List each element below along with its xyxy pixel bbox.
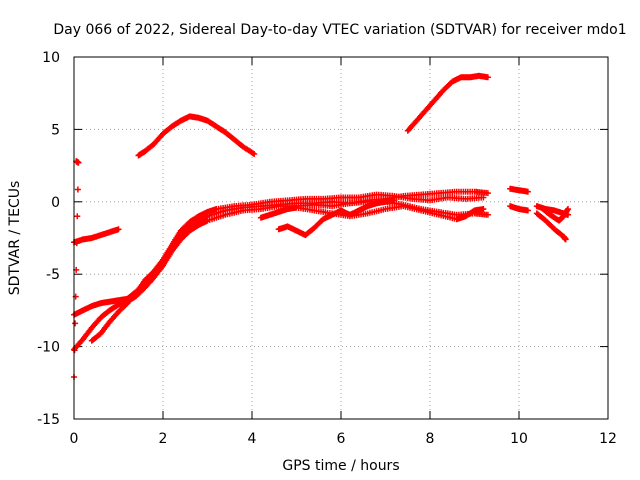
data-point <box>484 211 491 218</box>
data-point <box>73 240 80 247</box>
data-point <box>74 186 81 193</box>
y-tick-label: -15 <box>37 412 60 428</box>
chart-title: Day 066 of 2022, Sidereal Day-to-day VTE… <box>53 22 626 38</box>
data-point <box>524 207 531 214</box>
x-tick-label: 0 <box>70 431 79 447</box>
x-tick-label: 4 <box>248 431 257 447</box>
grid <box>74 57 608 419</box>
data-point <box>484 74 491 81</box>
x-tick-label: 2 <box>159 431 168 447</box>
data-point <box>75 159 82 166</box>
series-arc-a <box>135 113 258 159</box>
series-late-5 <box>538 204 571 224</box>
x-tick-label: 10 <box>510 431 528 447</box>
y-tick-label: -5 <box>46 267 60 283</box>
axis-tick-labels: 0 2 4 6 8 10 12 -15 -10 -5 0 5 10 <box>37 50 617 447</box>
data-point <box>480 194 487 201</box>
y-tick-label: 10 <box>42 50 60 66</box>
series-late-4 <box>533 210 569 243</box>
data-point <box>524 188 531 195</box>
series-late-2 <box>507 203 531 214</box>
data-point <box>251 151 258 157</box>
x-tick-label: 6 <box>337 431 346 447</box>
x-tick-label: 12 <box>599 431 617 447</box>
x-axis-label: GPS time / hours <box>282 458 399 474</box>
data-point <box>115 226 122 233</box>
y-tick-label: 0 <box>51 195 60 211</box>
y-tick-label: 5 <box>51 122 60 138</box>
series-early-upper <box>71 226 122 246</box>
data-point <box>484 190 491 197</box>
data-point <box>74 213 81 220</box>
data-points <box>71 72 571 380</box>
x-tick-label: 8 <box>426 431 435 447</box>
data-point <box>565 206 571 212</box>
y-axis-label: SDTVAR / TECUs <box>7 181 23 296</box>
data-point <box>562 236 569 243</box>
data-point <box>72 320 79 327</box>
series-lower-mid <box>257 203 487 223</box>
series-late-1 <box>507 185 531 195</box>
data-point <box>391 197 398 204</box>
data-point <box>480 206 487 212</box>
y-tick-label: -10 <box>37 340 60 356</box>
series-rise-3 <box>88 191 487 344</box>
series-arc-b <box>404 72 491 134</box>
series-rise-2 <box>71 198 491 353</box>
plot-frame <box>73 56 609 420</box>
